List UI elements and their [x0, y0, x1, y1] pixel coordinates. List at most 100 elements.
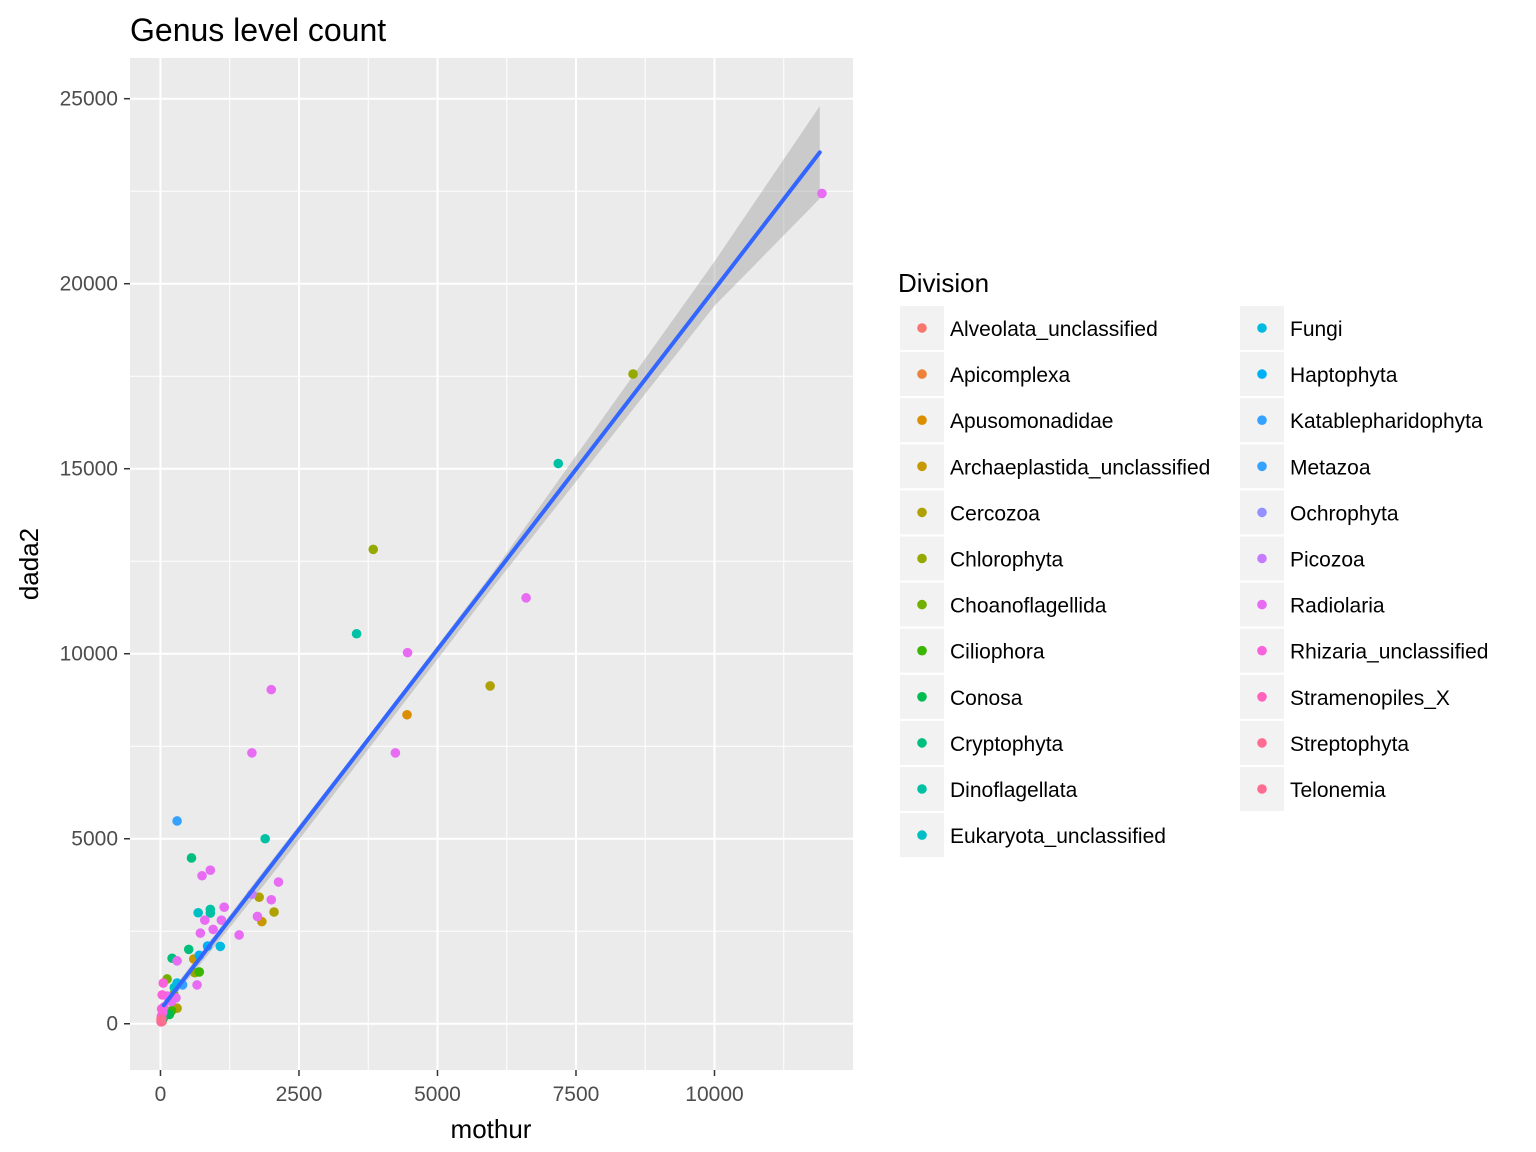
legend-item: Dinoflagellata [900, 767, 1078, 811]
data-point [254, 892, 264, 903]
minor-gridlines [130, 58, 853, 1070]
legend-swatch [917, 461, 927, 472]
legend-label: Cryptophyta [950, 733, 1064, 756]
data-point [172, 956, 182, 966]
legend-swatch [1257, 323, 1267, 333]
legend-item: Alveolata_unclassified [900, 306, 1158, 350]
x-tick-label: 10000 [685, 1083, 743, 1106]
data-point [266, 684, 277, 695]
data-point [402, 647, 413, 658]
legend-swatch [917, 323, 927, 333]
legend-swatch [917, 784, 927, 794]
legend-item: Archaeplastida_unclassified [900, 444, 1210, 489]
y-tick-label: 10000 [60, 643, 118, 666]
data-point [234, 930, 244, 940]
data-point [183, 944, 194, 955]
legend-item: Radiolaria [1240, 582, 1385, 627]
data-point [193, 907, 203, 918]
data-point [247, 748, 257, 758]
data-point [156, 1016, 167, 1027]
legend-label: Ciliophora [950, 641, 1045, 664]
legend-swatch [1257, 784, 1267, 794]
legend-swatch [1257, 645, 1267, 656]
legend-item: Ochrophyta [1240, 490, 1399, 535]
data-point [215, 941, 226, 952]
legend-label: Ochrophyta [1290, 502, 1399, 525]
x-tick-label: 0 [155, 1083, 167, 1106]
legend-label: Apicomplexa [950, 364, 1071, 387]
data-point [553, 458, 564, 469]
y-tick-label: 5000 [71, 828, 118, 851]
legend-swatch [917, 645, 927, 656]
legend-item: Streptophyta [1240, 720, 1409, 765]
legend-label: Dinoflagellata [950, 779, 1078, 802]
legend-item: Fungi [1240, 306, 1343, 350]
legend-label: Archaeplastida_unclassified [950, 456, 1210, 479]
legend-title: Division [898, 268, 989, 298]
legend-item: Rhizaria_unclassified [1240, 628, 1488, 673]
y-tick-label: 0 [106, 1013, 118, 1036]
y-axis-title: dada2 [14, 528, 44, 600]
data-point [402, 709, 412, 720]
legend-label: Telonemia [1290, 779, 1386, 802]
legend-label: Alveolata_unclassified [950, 318, 1158, 341]
legend-label: Stramenopiles_X [1290, 687, 1450, 710]
legend-label: Eukaryota_unclassified [950, 825, 1166, 848]
y-axis: 0 5000 10000 15000 20000 25000 [60, 88, 130, 1036]
data-point [351, 628, 362, 639]
legend-swatch [917, 830, 927, 840]
data-point [269, 907, 279, 917]
data-point [195, 928, 206, 938]
legend-item: Apusomonadidae [900, 398, 1113, 443]
y-tick-label: 15000 [60, 458, 118, 481]
legend-item: Metazoa [1240, 444, 1371, 489]
legend-swatch [917, 553, 927, 564]
x-tick-label: 2500 [276, 1083, 323, 1106]
legend-swatch [1257, 415, 1267, 426]
legend-label: Radiolaria [1290, 595, 1385, 618]
legend-swatch [1257, 599, 1267, 610]
data-point [252, 911, 263, 922]
legend-item: Haptophyta [1240, 352, 1398, 397]
legend-label: Streptophyta [1290, 733, 1409, 756]
legend-item: Chlorophyta [900, 536, 1064, 581]
y-tick-label: 20000 [60, 273, 118, 296]
data-point [219, 902, 229, 912]
plot-panel [130, 58, 853, 1070]
legend-label: Metazoa [1290, 456, 1371, 479]
data-point [485, 681, 495, 691]
data-point [186, 853, 197, 863]
legend-item: Choanoflagellida [900, 582, 1107, 627]
data-point [628, 369, 638, 379]
legend-item: Cercozoa [900, 490, 1040, 535]
legend-label: Cercozoa [950, 502, 1040, 525]
data-point [172, 816, 182, 826]
legend-item: Picozoa [1240, 536, 1365, 581]
legend-item: Stramenopiles_X [1240, 674, 1450, 719]
legend-swatch [917, 692, 927, 702]
data-point [197, 870, 207, 881]
y-tick-label: 25000 [60, 88, 118, 111]
legend-label: Rhizaria_unclassified [1290, 641, 1488, 664]
legend-swatch [917, 415, 927, 426]
data-point [192, 980, 202, 990]
legend-swatch [1257, 738, 1267, 748]
data-point [266, 894, 277, 905]
data-point [208, 924, 218, 935]
legend-swatch [1257, 507, 1267, 518]
data-point [368, 544, 379, 555]
data-point [521, 593, 531, 603]
legend-label: Fungi [1290, 318, 1343, 341]
data-point [157, 990, 167, 1000]
legend-swatch [917, 369, 927, 379]
legend-label: Apusomonadidae [950, 410, 1113, 433]
legend-item: Katablepharidophyta [1240, 398, 1483, 443]
legend-swatch [917, 738, 927, 748]
data-point [205, 865, 216, 875]
legend-label: Chlorophyta [950, 549, 1064, 572]
x-axis: 0 2500 5000 7500 10000 [155, 1070, 744, 1106]
legend-label: Conosa [950, 687, 1023, 710]
data-point [817, 188, 827, 199]
